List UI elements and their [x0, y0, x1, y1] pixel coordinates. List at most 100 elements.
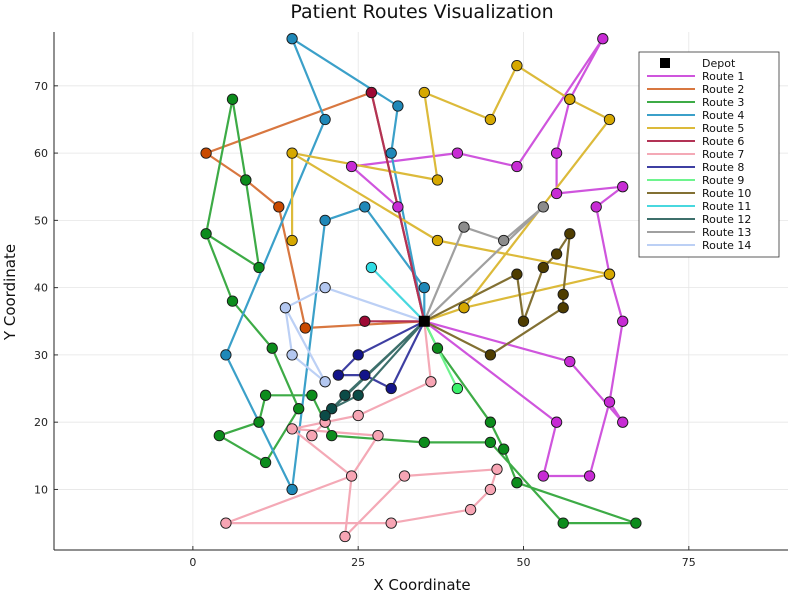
y-tick-label: 70	[34, 80, 48, 93]
route-3-point	[259, 389, 272, 401]
route-5-point	[458, 302, 470, 314]
route-3-point	[431, 342, 444, 354]
route-1-point	[392, 201, 404, 213]
route-7-point	[286, 423, 298, 435]
route-points	[200, 33, 642, 543]
legend-label-route-12: Route 12	[702, 213, 751, 226]
route-12-point	[319, 409, 331, 422]
legend-label-route-6: Route 6	[702, 135, 744, 148]
route-7-point	[484, 483, 497, 496]
route-5-point	[511, 59, 523, 72]
route-5-point	[603, 113, 616, 126]
route-14-point	[279, 302, 292, 314]
route-4-point	[319, 214, 331, 227]
route-10-point	[557, 288, 569, 301]
y-tick-label: 30	[34, 349, 48, 362]
route-3-point	[418, 436, 430, 449]
route-12-point	[352, 389, 364, 401]
route-8-point	[352, 349, 364, 361]
route-3-point	[240, 174, 252, 186]
route-3-point	[630, 517, 642, 529]
route-3-point	[253, 416, 265, 428]
route-7-point	[352, 409, 364, 422]
route-7-point	[345, 470, 358, 482]
route-14-point	[319, 281, 331, 294]
route-5-point	[564, 93, 576, 105]
route-3-point	[484, 416, 497, 428]
legend-marker-depot	[660, 58, 670, 68]
legend-label-route-14: Route 14	[702, 239, 751, 252]
depot-marker	[418, 315, 430, 327]
route-3-point	[213, 429, 225, 442]
legend-label-route-2: Route 2	[702, 83, 744, 96]
route-3-point	[226, 295, 239, 307]
route-14-point	[286, 349, 298, 361]
route-7-point	[306, 429, 318, 442]
route-3-point	[306, 389, 318, 401]
route-4-point	[286, 483, 298, 496]
legend-label-route-11: Route 11	[702, 200, 751, 213]
legend-label-route-4: Route 4	[702, 109, 744, 122]
route-1-point	[564, 355, 576, 368]
y-axis-title: Y Coordinate	[1, 244, 19, 341]
y-tick-label: 60	[34, 147, 48, 160]
route-3-point	[557, 517, 569, 529]
route-3-point	[226, 93, 239, 105]
route-1-point	[617, 315, 629, 327]
x-axis-title: X Coordinate	[373, 576, 470, 594]
route-7-point	[425, 376, 437, 388]
legend-label-route-1: Route 1	[702, 70, 744, 83]
route-8-point	[359, 369, 371, 381]
route-3-point	[498, 443, 510, 455]
route-4-point	[392, 100, 404, 112]
route-5-line	[291, 64, 611, 323]
legend-label-route-5: Route 5	[702, 122, 744, 135]
route-8-point	[332, 369, 344, 381]
route-14-point	[319, 376, 331, 388]
route-5-point	[286, 147, 298, 159]
x-tick-label: 0	[189, 556, 196, 569]
route-10-line	[423, 232, 571, 356]
x-tick-label: 75	[682, 556, 696, 569]
route-3-point	[259, 456, 272, 469]
route-11-point	[365, 261, 378, 274]
route-3-point	[511, 477, 523, 489]
route-10-point	[537, 261, 549, 274]
route-2-point	[273, 201, 285, 213]
route-1-point	[451, 147, 464, 159]
x-tick-label: 50	[516, 556, 530, 569]
route-4-point	[319, 113, 331, 126]
route-1-point	[550, 147, 563, 159]
route-1-point	[511, 160, 523, 173]
route-8-point	[385, 382, 397, 395]
route-5-point	[484, 113, 497, 126]
route-3-point	[266, 342, 278, 354]
legend-label-route-8: Route 8	[702, 161, 744, 174]
route-10-point	[550, 248, 563, 260]
y-tick-label: 50	[34, 214, 48, 227]
route-13-point	[458, 221, 470, 233]
route-5-point	[418, 86, 430, 99]
route-10-point	[484, 349, 497, 361]
route-1-point	[345, 160, 358, 173]
route-10-point	[564, 228, 576, 240]
route-5-point	[431, 234, 444, 247]
route-1-point	[597, 33, 609, 45]
legend-label-route-10: Route 10	[702, 187, 751, 200]
route-7-point	[220, 517, 232, 529]
route-7-point	[398, 470, 411, 482]
route-2-point	[299, 322, 311, 334]
route-7-point	[372, 429, 384, 442]
y-tick-label: 10	[34, 483, 48, 496]
route-4-point	[359, 201, 371, 213]
route-12-point	[339, 389, 351, 401]
route-1-point	[583, 470, 596, 482]
route-7-point	[339, 530, 351, 543]
route-4-point	[418, 281, 430, 294]
route-3-point	[200, 228, 212, 240]
route-12-point	[326, 403, 338, 415]
legend-label-route-9: Route 9	[702, 174, 744, 187]
route-13-point	[537, 201, 549, 213]
legend-label-depot: Depot	[702, 57, 736, 70]
axes: 0 25 50 75 10 20 30 40 50 60 70	[34, 32, 788, 569]
